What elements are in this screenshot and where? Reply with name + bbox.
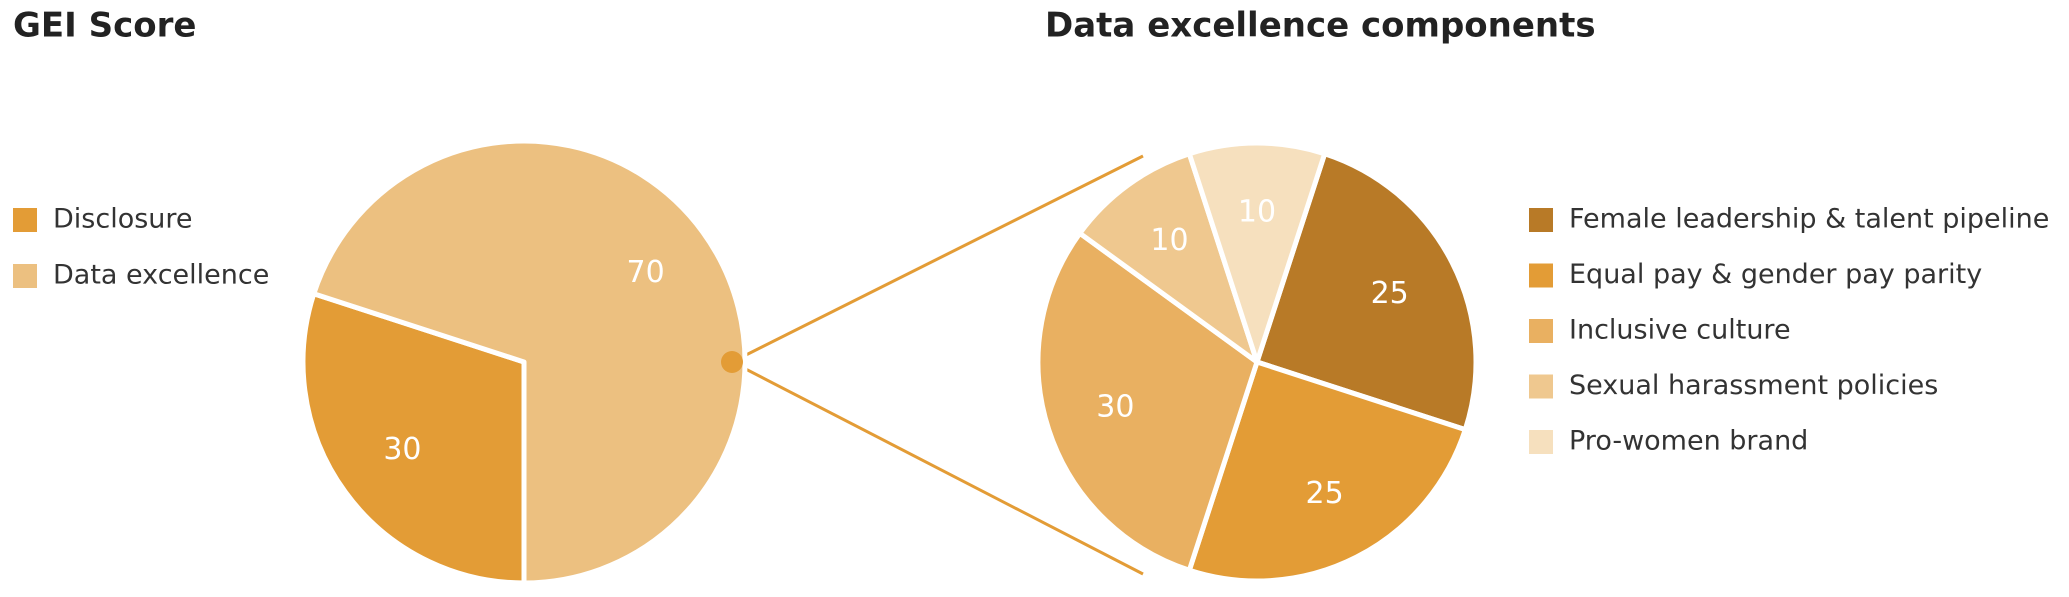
legend-label: Equal pay & gender pay parity <box>1569 259 1982 290</box>
pie-slice <box>1186 140 1328 365</box>
legend-swatch <box>1529 430 1553 454</box>
value-label: 10 <box>1238 195 1276 230</box>
legend-label: Pro-women brand <box>1569 426 1808 457</box>
legend-label: Sexual harassment policies <box>1569 370 1938 401</box>
value-label: 70 <box>626 255 664 290</box>
pie-slice <box>311 138 748 586</box>
pie-slice <box>1186 359 1468 584</box>
connector <box>731 154 1144 364</box>
legend-label: Female leadership & talent pipeline <box>1569 204 2049 235</box>
value-label: 30 <box>1096 390 1134 425</box>
legend-swatch <box>13 208 37 232</box>
chart-title: GEI Score <box>13 6 196 46</box>
legend-label: Data excellence <box>53 260 269 291</box>
legend-swatch <box>1529 374 1553 399</box>
pie-slice <box>1035 230 1260 573</box>
legend-swatch <box>1529 319 1553 343</box>
connector <box>731 360 1144 576</box>
legend-swatch <box>1529 208 1553 232</box>
connector-dot <box>721 351 743 373</box>
chart-title: Data excellence components <box>1045 6 1596 46</box>
value-label: 25 <box>1371 276 1409 311</box>
legend-swatch <box>1529 263 1553 288</box>
legend-label: Inclusive culture <box>1569 315 1791 346</box>
value-label: 30 <box>383 432 421 467</box>
value-label: 10 <box>1150 223 1188 258</box>
pie-slice <box>300 291 527 586</box>
pie-slice <box>1077 151 1260 365</box>
value-label: 25 <box>1306 476 1344 511</box>
legend-label: Disclosure <box>53 204 193 235</box>
legend-swatch <box>13 264 37 288</box>
pie-slice <box>1254 151 1479 433</box>
